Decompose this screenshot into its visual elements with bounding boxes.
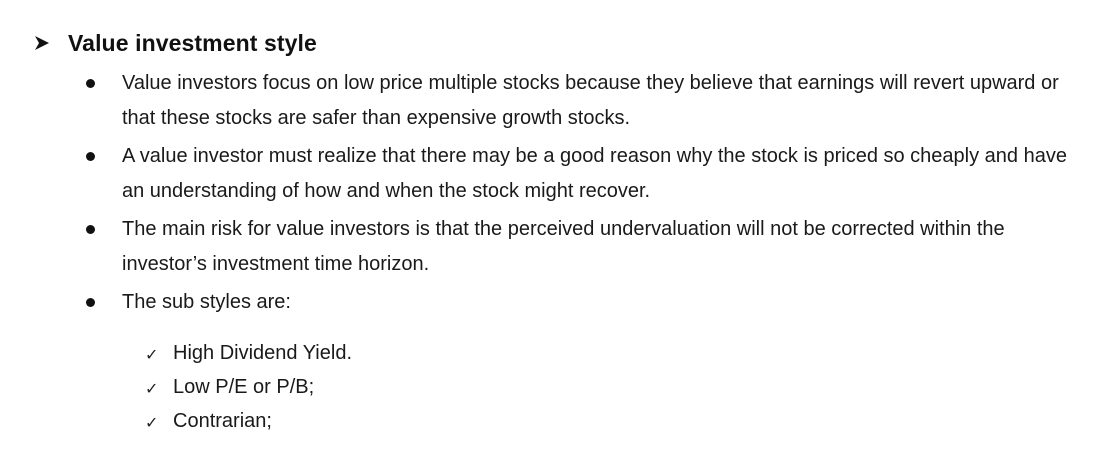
bullet-text: A value investor must realize that there… <box>122 145 1067 202</box>
sub-style-text: Contrarian; <box>173 410 272 432</box>
section-heading: Value investment style <box>34 26 317 60</box>
bullet-dot-icon <box>86 79 95 88</box>
bullet-text: Value investors focus on low price multi… <box>122 72 1059 129</box>
bullet-text: The main risk for value investors is tha… <box>122 218 1005 275</box>
arrow-right-icon <box>35 36 49 50</box>
bullet-dot-icon <box>86 298 95 307</box>
sub-style-item: ✓ Contrarian; <box>145 404 352 438</box>
bullet-item: A value investor must realize that there… <box>84 139 1094 209</box>
section-title: Value investment style <box>68 29 317 56</box>
sub-style-item: ✓ Low P/E or P/B; <box>145 370 352 404</box>
sub-style-item: ✓ High Dividend Yield. <box>145 336 352 370</box>
bullet-item: The sub styles are: <box>84 285 1094 320</box>
sub-style-text: High Dividend Yield. <box>173 342 352 364</box>
checkmark-icon: ✓ <box>145 345 159 364</box>
sub-style-list: ✓ High Dividend Yield. ✓ Low P/E or P/B;… <box>145 336 352 438</box>
sub-style-text: Low P/E or P/B; <box>173 376 315 398</box>
checkmark-icon: ✓ <box>145 379 159 398</box>
bullet-dot-icon <box>86 225 95 234</box>
bullet-item: Value investors focus on low price multi… <box>84 66 1094 136</box>
bullet-item: The main risk for value investors is tha… <box>84 212 1094 282</box>
bullet-list: Value investors focus on low price multi… <box>84 66 1094 323</box>
bullet-dot-icon <box>86 152 95 161</box>
checkmark-icon: ✓ <box>145 413 159 432</box>
bullet-text: The sub styles are: <box>122 291 291 313</box>
